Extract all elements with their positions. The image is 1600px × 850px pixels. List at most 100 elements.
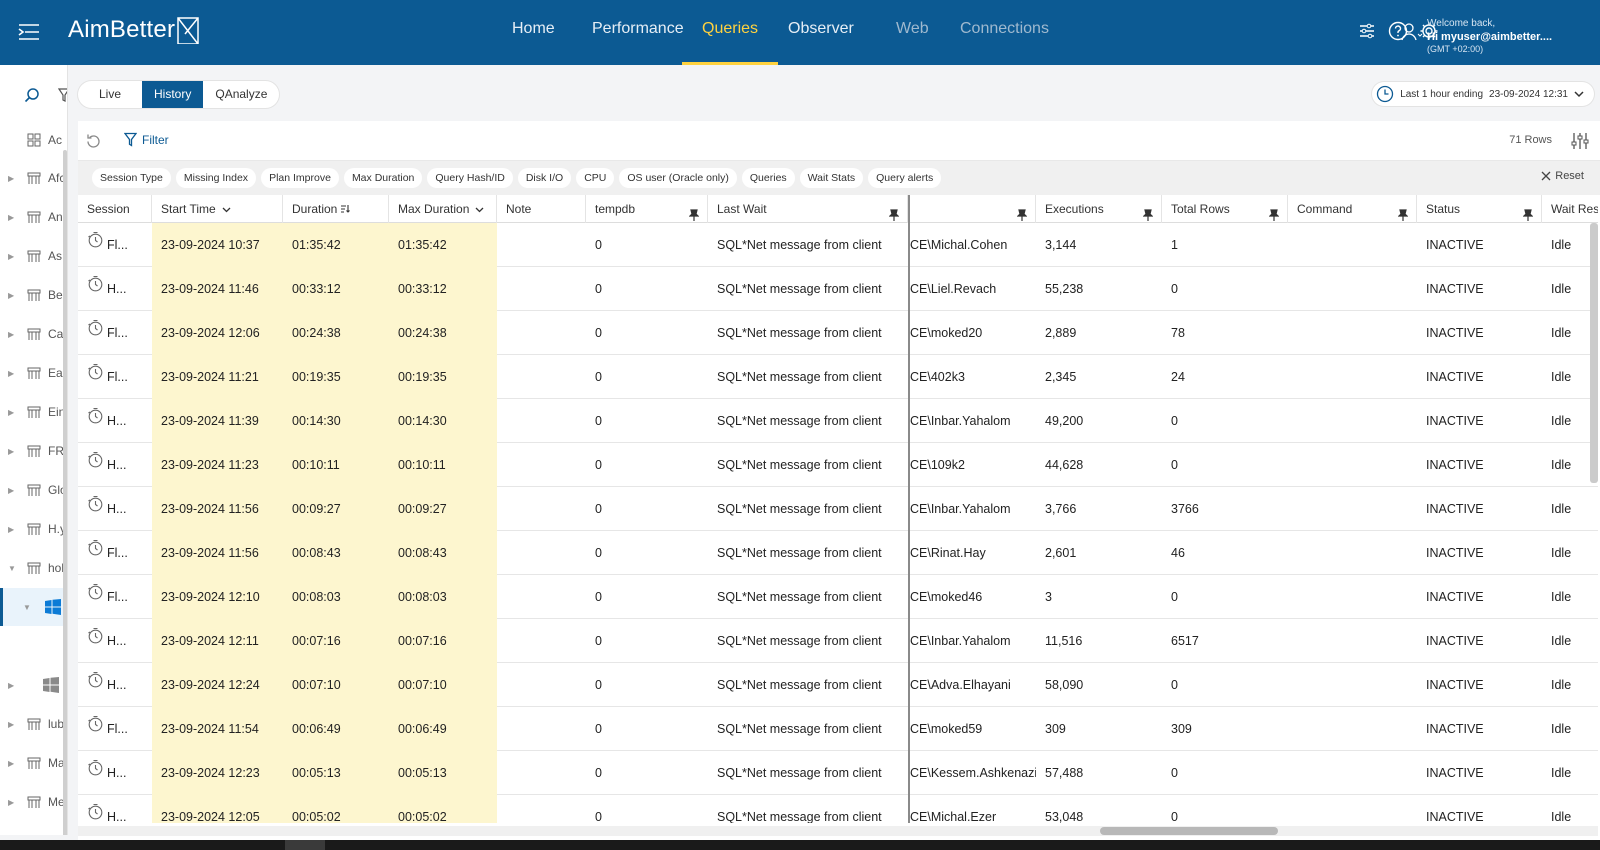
filter-chip[interactable]: Plan Improve — [261, 168, 339, 188]
caret-icon[interactable]: ▶ — [8, 407, 15, 417]
cell-session[interactable]: Fl... — [78, 707, 152, 751]
sidebar-item[interactable]: ▶ Afc — [0, 159, 67, 197]
table-row[interactable]: H... 23-09-2024 11:23 00:10:11 00:10:11 0 SQL… — [78, 443, 1598, 487]
cell-session[interactable]: H... — [78, 399, 152, 443]
reset-button[interactable]: Reset — [1541, 170, 1584, 182]
column-header-session[interactable]: Session — [78, 195, 152, 223]
nav-connections[interactable]: Connections — [960, 20, 1049, 37]
tab-qanalyze[interactable]: QAnalyze — [215, 87, 268, 101]
sidebar-scrollbar[interactable] — [63, 150, 67, 835]
horizontal-scrollbar-thumb[interactable] — [1100, 827, 1278, 835]
column-header-waitres[interactable]: Wait Res — [1542, 195, 1598, 223]
sidebar-item[interactable]: ▶ FR — [0, 432, 67, 470]
sidebar-item[interactable]: ▶ lub — [0, 705, 67, 743]
table-row[interactable]: H... 23-09-2024 12:11 00:07:16 00:07:16 0 SQL… — [78, 619, 1598, 663]
sidebar-item[interactable]: ▶ As — [0, 237, 67, 275]
nav-web[interactable]: Web — [896, 20, 929, 37]
sidebar-item[interactable]: ▶ H.y — [0, 510, 67, 548]
caret-icon[interactable]: ▼ — [8, 563, 16, 573]
table-row[interactable]: Fl... 23-09-2024 12:10 00:08:03 00:08:03 0 SQ… — [78, 575, 1598, 619]
table-row[interactable]: H... 23-09-2024 11:46 00:33:12 00:33:12 0 SQL… — [78, 267, 1598, 311]
nav-observer[interactable]: Observer — [788, 20, 854, 37]
frozen-columns-divider[interactable] — [908, 195, 910, 823]
table-row[interactable]: Fl... 23-09-2024 11:56 00:08:43 00:08:43 0 SQ… — [78, 531, 1598, 575]
sidebar-item[interactable]: ▶ Glo — [0, 471, 67, 509]
cell-session[interactable]: Fl... — [78, 311, 152, 355]
column-header-max[interactable]: Max Duration — [389, 195, 497, 223]
caret-icon[interactable]: ▶ — [8, 290, 15, 300]
sidebar-item[interactable]: ▼ hol — [0, 549, 67, 587]
cell-session[interactable]: Fl... — [78, 575, 152, 619]
sidebar-item[interactable] — [0, 627, 67, 665]
sidebar-item[interactable]: ▶ Be — [0, 276, 67, 314]
sidebar-item[interactable]: ▼ — [0, 588, 67, 626]
column-header-exec[interactable]: Executions — [1036, 195, 1162, 223]
pin-icon[interactable] — [1016, 203, 1028, 223]
caret-icon[interactable]: ▶ — [8, 485, 15, 495]
cell-session[interactable]: Fl... — [78, 355, 152, 399]
sort-chevron-icon[interactable] — [222, 202, 231, 216]
caret-icon[interactable]: ▶ — [8, 758, 15, 768]
caret-icon[interactable]: ▶ — [8, 251, 15, 261]
pin-icon[interactable] — [1522, 203, 1534, 223]
sort-chevron-icon[interactable] — [475, 202, 484, 216]
table-row[interactable]: H... 23-09-2024 12:23 00:05:13 00:05:13 0 SQL… — [78, 751, 1598, 795]
sort-active-icon[interactable] — [340, 202, 351, 216]
caret-icon[interactable]: ▶ — [8, 212, 15, 222]
table-row[interactable]: H... 23-09-2024 12:24 00:07:10 00:07:10 0 SQL… — [78, 663, 1598, 707]
sliders-icon[interactable] — [1356, 20, 1378, 42]
nav-performance[interactable]: Performance — [592, 20, 684, 37]
column-header-wait[interactable]: Last Wait — [708, 195, 908, 223]
caret-icon[interactable]: ▼ — [23, 602, 31, 612]
pin-icon[interactable] — [688, 203, 700, 223]
cell-session[interactable]: H... — [78, 487, 152, 531]
sidebar-item[interactable]: ▶ Ca — [0, 315, 67, 353]
column-header-cmd[interactable]: Command — [1288, 195, 1417, 223]
taskbar-item[interactable] — [285, 840, 325, 850]
cell-session[interactable]: H... — [78, 795, 152, 823]
table-row[interactable]: Fl... 23-09-2024 10:37 01:35:42 01:35:42 0 SQ… — [78, 223, 1598, 267]
column-header-status[interactable]: Status — [1417, 195, 1542, 223]
column-header-tempdb[interactable]: tempdb — [586, 195, 708, 223]
cell-session[interactable]: H... — [78, 443, 152, 487]
filter-chip[interactable]: Query Hash/ID — [427, 168, 513, 188]
table-row[interactable]: H... 23-09-2024 12:05 00:05:02 00:05:02 0 SQL… — [78, 795, 1598, 823]
tab-live[interactable]: Live — [99, 87, 122, 101]
sidebar-item[interactable]: ▶ An — [0, 198, 67, 236]
filter-button[interactable]: Filter — [124, 132, 169, 147]
column-header-note[interactable]: Note — [497, 195, 586, 223]
sidebar-item[interactable]: ▶ Ea — [0, 354, 67, 392]
pin-icon[interactable] — [888, 203, 900, 223]
caret-icon[interactable]: ▶ — [8, 680, 15, 690]
time-range-picker[interactable]: Last 1 hour ending 23-09-2024 12:31 — [1372, 82, 1594, 106]
sidebar-item[interactable]: ▶ — [0, 666, 67, 704]
column-header-start[interactable]: Start Time — [152, 195, 283, 223]
caret-icon[interactable]: ▶ — [8, 719, 15, 729]
caret-icon[interactable]: ▶ — [8, 329, 15, 339]
sidebar-item[interactable]: Ac — [0, 121, 67, 159]
filter-chip[interactable]: Query alerts — [868, 168, 942, 188]
horizontal-scrollbar[interactable] — [78, 826, 1598, 836]
table-row[interactable]: Fl... 23-09-2024 12:06 00:24:38 00:24:38 0 SQ… — [78, 311, 1598, 355]
app-logo[interactable]: AimBetter — [68, 16, 199, 51]
search-icon[interactable] — [24, 87, 40, 106]
pin-icon[interactable] — [1268, 203, 1280, 223]
table-row[interactable]: H... 23-09-2024 11:39 00:14:30 00:14:30 0 SQL… — [78, 399, 1598, 443]
nav-home[interactable]: Home — [512, 20, 555, 37]
sidebar-item[interactable]: ▶ Ein — [0, 393, 67, 431]
cell-session[interactable]: H... — [78, 663, 152, 707]
filter-chip[interactable]: Max Duration — [343, 168, 423, 188]
caret-icon[interactable]: ▶ — [8, 524, 15, 534]
user-menu[interactable]: Welcome back, Hi myuser@aimbetter.... (G… — [1401, 18, 1597, 55]
filter-icon[interactable] — [57, 87, 67, 106]
filter-chip[interactable]: Session Type — [92, 168, 171, 188]
caret-icon[interactable]: ▶ — [8, 173, 15, 183]
tab-history[interactable]: History — [142, 81, 204, 108]
pin-icon[interactable] — [1142, 203, 1154, 223]
refresh-icon[interactable] — [85, 133, 102, 153]
column-header-rows[interactable]: Total Rows — [1162, 195, 1288, 223]
cell-session[interactable]: H... — [78, 619, 152, 663]
filter-chip[interactable]: Queries — [741, 168, 795, 188]
pin-icon[interactable] — [1397, 203, 1409, 223]
menu-toggle-icon[interactable] — [17, 22, 41, 42]
